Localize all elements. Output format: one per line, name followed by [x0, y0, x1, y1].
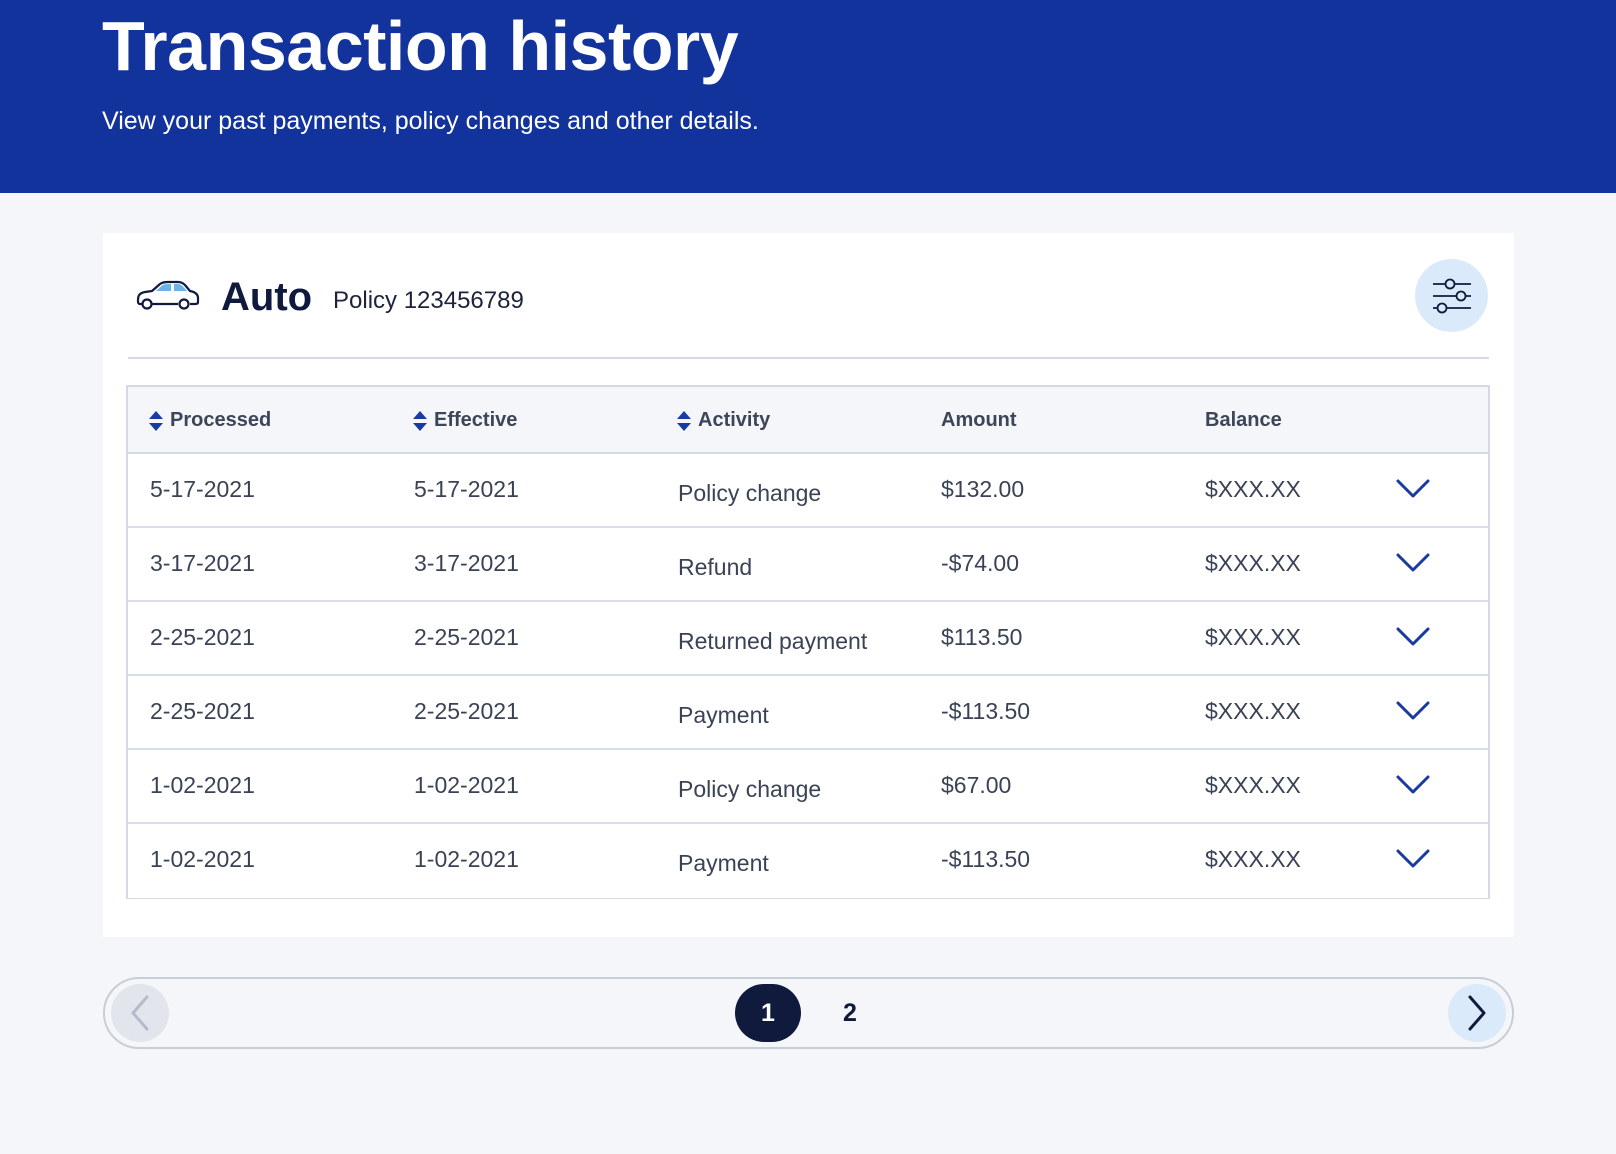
expand-row-button[interactable] — [1393, 546, 1433, 580]
table-row[interactable]: 1-02-2021 1-02-2021 Payment -$113.50 $XX… — [128, 824, 1488, 898]
balance: $XXX.XX — [1205, 698, 1301, 724]
table-row[interactable]: 2-25-2021 2-25-2021 Payment -$113.50 $XX… — [128, 676, 1488, 750]
amount: $113.50 — [941, 624, 1023, 650]
activity: Returned payment — [678, 628, 868, 654]
chevron-down-icon — [1396, 627, 1430, 646]
column-label: Processed — [170, 409, 272, 431]
effective-date: 2-25-2021 — [414, 624, 519, 650]
table-row[interactable]: 1-02-2021 1-02-2021 Policy change $67.00… — [128, 750, 1488, 824]
table-row[interactable]: 3-17-2021 3-17-2021 Refund -$74.00 $XXX.… — [128, 528, 1488, 602]
chevron-down-icon — [1396, 775, 1430, 794]
filter-button[interactable] — [1415, 259, 1488, 332]
column-label: Activity — [698, 409, 771, 431]
processed-date: 3-17-2021 — [150, 550, 255, 576]
page-subtitle: View your past payments, policy changes … — [102, 107, 759, 135]
policy-card: Auto Policy 123456789 Processed Effectiv… — [103, 233, 1514, 937]
policy-line-name: Auto — [221, 275, 313, 319]
next-page-button[interactable] — [1448, 984, 1506, 1042]
amount: $132.00 — [941, 476, 1025, 502]
activity: Payment — [678, 702, 769, 728]
column-header-processed[interactable]: Processed — [148, 387, 271, 454]
effective-date: 2-25-2021 — [414, 698, 519, 724]
balance: $XXX.XX — [1205, 550, 1301, 576]
expand-row-button[interactable] — [1393, 842, 1433, 876]
policy-card-header: Auto Policy 123456789 — [128, 233, 1489, 359]
amount: -$113.50 — [941, 846, 1031, 872]
chevron-left-icon — [131, 995, 149, 1031]
activity: Refund — [678, 554, 753, 580]
expand-row-button[interactable] — [1393, 620, 1433, 654]
processed-date: 2-25-2021 — [150, 624, 255, 650]
activity: Payment — [678, 850, 769, 876]
effective-date: 1-02-2021 — [414, 772, 519, 798]
balance: $XXX.XX — [1205, 846, 1301, 872]
processed-date: 5-17-2021 — [150, 476, 255, 502]
policy-number: Policy 123456789 — [333, 287, 524, 314]
chevron-right-icon — [1468, 995, 1486, 1031]
amount: -$113.50 — [941, 698, 1031, 724]
balance: $XXX.XX — [1205, 772, 1301, 798]
amount: -$74.00 — [941, 550, 1020, 576]
table-row[interactable]: 2-25-2021 2-25-2021 Returned payment $11… — [128, 602, 1488, 676]
page-header: Transaction history View your past payme… — [0, 0, 1616, 193]
page-2-button[interactable]: 2 — [843, 998, 857, 1027]
chevron-down-icon — [1396, 479, 1430, 498]
amount: $67.00 — [941, 772, 1012, 798]
balance: $XXX.XX — [1205, 476, 1301, 502]
sliders-icon — [1432, 278, 1471, 313]
chevron-down-icon — [1396, 553, 1430, 572]
column-label: Amount — [941, 409, 1017, 431]
expand-row-button[interactable] — [1393, 768, 1433, 802]
page-title: Transaction history — [102, 7, 739, 85]
processed-date: 1-02-2021 — [150, 772, 255, 798]
sort-icon — [677, 410, 691, 431]
effective-date: 5-17-2021 — [414, 476, 519, 502]
expand-row-button[interactable] — [1393, 694, 1433, 728]
effective-date: 3-17-2021 — [414, 550, 519, 576]
chevron-down-icon — [1396, 701, 1430, 720]
sort-icon — [149, 410, 163, 431]
activity: Policy change — [678, 776, 822, 802]
sort-icon — [413, 410, 427, 431]
page-1-button[interactable]: 1 — [735, 984, 801, 1042]
column-header-balance: Balance — [1205, 387, 1282, 454]
pagination: 1 2 — [103, 977, 1514, 1049]
chevron-down-icon — [1396, 849, 1430, 868]
balance: $XXX.XX — [1205, 624, 1301, 650]
processed-date: 2-25-2021 — [150, 698, 255, 724]
activity: Policy change — [678, 480, 822, 506]
column-header-effective[interactable]: Effective — [412, 387, 517, 454]
table-header: Processed Effective Activity Amount Bala… — [128, 387, 1488, 454]
column-header-activity[interactable]: Activity — [676, 387, 770, 454]
column-label: Effective — [434, 409, 518, 431]
processed-date: 1-02-2021 — [150, 846, 255, 872]
transactions-table: Processed Effective Activity Amount Bala… — [126, 385, 1490, 899]
previous-page-button[interactable] — [111, 984, 169, 1042]
column-header-amount: Amount — [941, 387, 1017, 454]
column-label: Balance — [1205, 409, 1282, 431]
car-icon — [136, 280, 200, 310]
effective-date: 1-02-2021 — [414, 846, 519, 872]
expand-row-button[interactable] — [1393, 472, 1433, 506]
table-row[interactable]: 5-17-2021 5-17-2021 Policy change $132.0… — [128, 454, 1488, 528]
